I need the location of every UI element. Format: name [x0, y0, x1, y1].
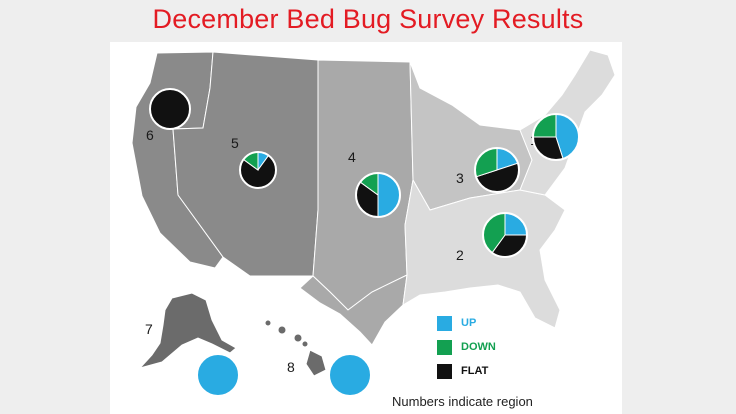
pie-ring-8 [328, 353, 372, 397]
legend-label-flat: FLAT [461, 365, 489, 377]
legend-item-up: UP [437, 316, 557, 340]
legend-item-down: DOWN [437, 340, 557, 364]
pie-region-8 [328, 353, 372, 397]
pie-ring-3 [474, 147, 520, 193]
region-8-shape [264, 319, 327, 377]
region-label-5: 5 [231, 135, 239, 151]
legend-swatch-flat [437, 364, 452, 379]
region-7-shape [138, 292, 237, 369]
region-label-7: 7 [145, 321, 153, 337]
legend: UP DOWN FLAT [437, 316, 557, 388]
region-label-2: 2 [456, 247, 464, 263]
legend-item-flat: FLAT [437, 364, 557, 388]
state-shapes [131, 49, 616, 377]
region-pies [149, 88, 580, 397]
pie-region-1 [532, 113, 580, 161]
pie-region-3 [474, 147, 520, 193]
pie-region-6 [149, 88, 191, 130]
region-3-shape [409, 61, 533, 211]
pie-region-7 [196, 353, 240, 397]
page-title: December Bed Bug Survey Results [152, 4, 584, 34]
footnote: Numbers indicate region [392, 394, 533, 409]
region-label-6: 6 [146, 127, 154, 143]
pie-region-2 [482, 212, 528, 258]
legend-swatch-down [437, 340, 452, 355]
pie-region-5 [239, 151, 277, 189]
legend-label-up: UP [461, 317, 477, 329]
pie-ring-7 [196, 353, 240, 397]
pie-region-4 [355, 172, 401, 218]
pie-ring-1 [532, 113, 580, 161]
pie-ring-5 [239, 151, 277, 189]
region-label-4: 4 [348, 149, 356, 165]
legend-label-down: DOWN [461, 341, 496, 353]
region-label-8: 8 [287, 359, 295, 375]
pie-ring-2 [482, 212, 528, 258]
legend-swatch-up [437, 316, 452, 331]
region-label-3: 3 [456, 170, 464, 186]
pie-ring-6 [149, 88, 191, 130]
pie-ring-4 [355, 172, 401, 218]
region-4-texas-shape [299, 274, 408, 346]
